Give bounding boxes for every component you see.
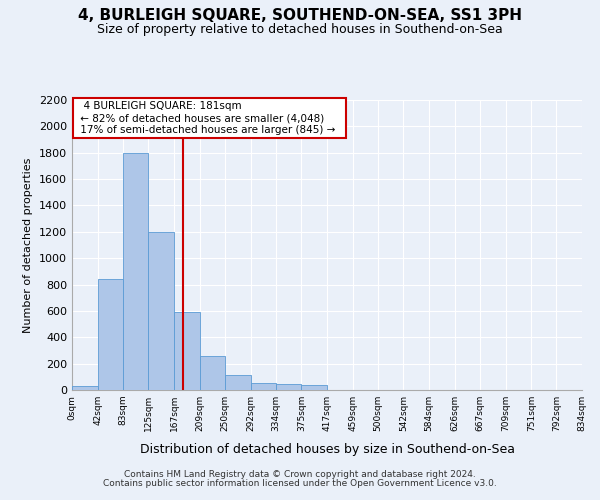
Bar — [301, 386, 327, 390]
Text: 4 BURLEIGH SQUARE: 181sqm
 ← 82% of detached houses are smaller (4,048)
 17% of : 4 BURLEIGH SQUARE: 181sqm ← 82% of detac… — [77, 102, 342, 134]
Bar — [148, 232, 174, 390]
Bar — [225, 375, 251, 390]
Text: 4, BURLEIGH SQUARE, SOUTHEND-ON-SEA, SS1 3PH: 4, BURLEIGH SQUARE, SOUTHEND-ON-SEA, SS1… — [78, 8, 522, 22]
Text: Distribution of detached houses by size in Southend-on-Sea: Distribution of detached houses by size … — [139, 442, 515, 456]
Text: Size of property relative to detached houses in Southend-on-Sea: Size of property relative to detached ho… — [97, 22, 503, 36]
Bar — [174, 312, 200, 390]
Bar — [251, 384, 276, 390]
Bar — [276, 384, 301, 390]
Y-axis label: Number of detached properties: Number of detached properties — [23, 158, 34, 332]
Bar — [98, 280, 123, 390]
Text: Contains public sector information licensed under the Open Government Licence v3: Contains public sector information licen… — [103, 479, 497, 488]
Bar — [72, 386, 98, 390]
Bar — [200, 356, 225, 390]
Bar — [123, 152, 148, 390]
Text: Contains HM Land Registry data © Crown copyright and database right 2024.: Contains HM Land Registry data © Crown c… — [124, 470, 476, 479]
